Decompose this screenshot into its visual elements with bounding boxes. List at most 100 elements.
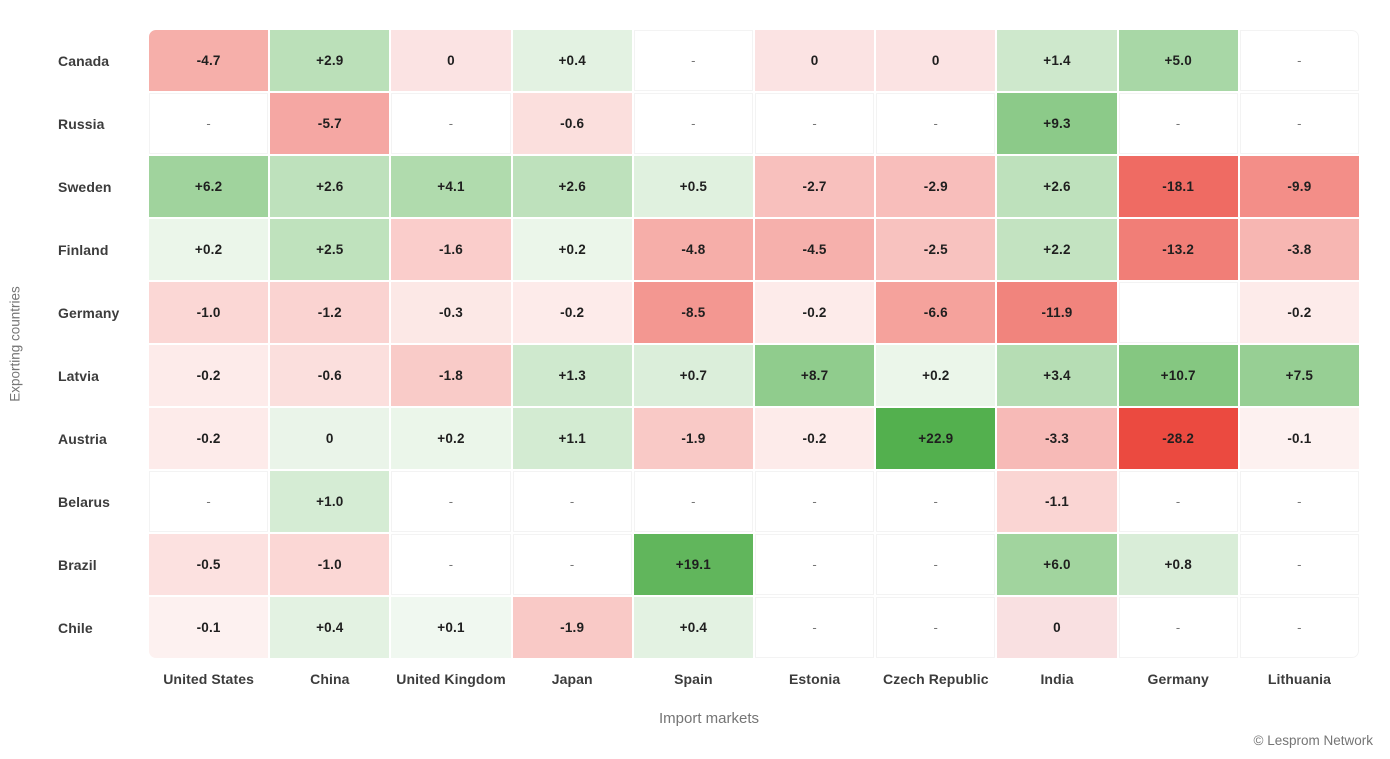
heatmap-cell[interactable]: -8.5 bbox=[632, 281, 754, 344]
heatmap-cell[interactable]: - bbox=[511, 533, 633, 596]
heatmap-cell[interactable]: -1.2 bbox=[269, 281, 391, 344]
heatmap-cell[interactable]: - bbox=[1238, 596, 1360, 659]
heatmap-cell[interactable]: +0.2 bbox=[875, 344, 997, 407]
heatmap-cell[interactable]: -1.6 bbox=[390, 218, 512, 281]
heatmap-cell[interactable]: -1.0 bbox=[269, 533, 391, 596]
heatmap-cell[interactable]: -5.7 bbox=[269, 92, 391, 155]
heatmap-cell[interactable]: +0.2 bbox=[148, 218, 270, 281]
heatmap-cell[interactable]: - bbox=[753, 596, 876, 659]
heatmap-cell[interactable]: +0.7 bbox=[632, 344, 754, 407]
heatmap-cell[interactable]: -3.3 bbox=[996, 407, 1118, 470]
heatmap-cell[interactable]: 0 bbox=[875, 29, 997, 92]
heatmap-cell[interactable]: +0.4 bbox=[269, 596, 391, 659]
heatmap-cell[interactable]: 0 bbox=[753, 29, 876, 92]
heatmap-cell[interactable]: +0.1 bbox=[390, 596, 512, 659]
heatmap-cell[interactable]: -1.9 bbox=[632, 407, 754, 470]
heatmap-cell[interactable]: +2.9 bbox=[269, 29, 391, 92]
heatmap-cell[interactable]: - bbox=[875, 92, 997, 155]
heatmap-cell[interactable]: - bbox=[753, 533, 876, 596]
heatmap-cell[interactable] bbox=[1117, 281, 1239, 344]
heatmap-cell[interactable]: - bbox=[1238, 533, 1360, 596]
heatmap-cell[interactable]: -18.1 bbox=[1117, 155, 1239, 218]
heatmap-cell[interactable]: - bbox=[632, 470, 754, 533]
heatmap-cell[interactable]: - bbox=[1238, 470, 1360, 533]
heatmap-cell[interactable]: - bbox=[1238, 29, 1360, 92]
heatmap-cell[interactable]: +0.5 bbox=[632, 155, 754, 218]
heatmap-cell[interactable]: +0.2 bbox=[511, 218, 633, 281]
heatmap-cell[interactable]: -1.8 bbox=[390, 344, 512, 407]
heatmap-cell[interactable]: -2.9 bbox=[875, 155, 997, 218]
heatmap-cell[interactable]: -0.5 bbox=[148, 533, 270, 596]
heatmap-cell[interactable]: +8.7 bbox=[753, 344, 876, 407]
heatmap-cell[interactable]: -6.6 bbox=[875, 281, 997, 344]
heatmap-cell[interactable]: - bbox=[632, 29, 754, 92]
heatmap-cell[interactable]: - bbox=[875, 470, 997, 533]
heatmap-cell[interactable]: - bbox=[148, 92, 270, 155]
heatmap-cell[interactable]: - bbox=[511, 470, 633, 533]
heatmap-cell[interactable]: +19.1 bbox=[632, 533, 754, 596]
heatmap-cell[interactable]: - bbox=[390, 533, 512, 596]
heatmap-cell[interactable]: -9.9 bbox=[1238, 155, 1360, 218]
heatmap-cell[interactable]: +2.6 bbox=[996, 155, 1118, 218]
heatmap-cell[interactable]: - bbox=[1117, 596, 1239, 659]
heatmap-cell[interactable]: -0.2 bbox=[148, 407, 270, 470]
heatmap-cell[interactable]: +0.2 bbox=[390, 407, 512, 470]
heatmap-cell[interactable]: -11.9 bbox=[996, 281, 1118, 344]
heatmap-cell[interactable]: -28.2 bbox=[1117, 407, 1239, 470]
heatmap-cell[interactable]: +5.0 bbox=[1117, 29, 1239, 92]
heatmap-cell[interactable]: +1.3 bbox=[511, 344, 633, 407]
heatmap-cell[interactable]: - bbox=[1117, 470, 1239, 533]
heatmap-cell[interactable]: 0 bbox=[269, 407, 391, 470]
heatmap-cell[interactable]: -4.7 bbox=[148, 29, 270, 92]
heatmap-cell[interactable]: -0.1 bbox=[1238, 407, 1360, 470]
heatmap-cell[interactable]: -0.6 bbox=[269, 344, 391, 407]
heatmap-cell[interactable]: +6.2 bbox=[148, 155, 270, 218]
heatmap-cell[interactable]: 0 bbox=[390, 29, 512, 92]
heatmap-cell[interactable]: - bbox=[1238, 92, 1360, 155]
heatmap-cell[interactable]: -0.2 bbox=[753, 281, 876, 344]
heatmap-cell[interactable]: +4.1 bbox=[390, 155, 512, 218]
heatmap-cell[interactable]: - bbox=[390, 470, 512, 533]
heatmap-cell[interactable]: +2.6 bbox=[269, 155, 391, 218]
heatmap-cell[interactable]: +1.4 bbox=[996, 29, 1118, 92]
heatmap-cell[interactable]: +7.5 bbox=[1238, 344, 1360, 407]
heatmap-cell[interactable]: -1.9 bbox=[511, 596, 633, 659]
heatmap-cell[interactable]: -0.3 bbox=[390, 281, 512, 344]
heatmap-cell[interactable]: -2.5 bbox=[875, 218, 997, 281]
heatmap-cell[interactable]: +9.3 bbox=[996, 92, 1118, 155]
heatmap-cell[interactable]: -1.0 bbox=[148, 281, 270, 344]
heatmap-cell[interactable]: +0.8 bbox=[1117, 533, 1239, 596]
heatmap-cell[interactable]: -0.2 bbox=[753, 407, 876, 470]
heatmap-cell[interactable]: - bbox=[875, 596, 997, 659]
heatmap-cell[interactable]: +6.0 bbox=[996, 533, 1118, 596]
heatmap-cell[interactable]: - bbox=[753, 92, 876, 155]
heatmap-cell[interactable]: +1.1 bbox=[511, 407, 633, 470]
heatmap-cell[interactable]: -3.8 bbox=[1238, 218, 1360, 281]
heatmap-cell[interactable]: +2.2 bbox=[996, 218, 1118, 281]
heatmap-cell[interactable]: -4.8 bbox=[632, 218, 754, 281]
heatmap-cell[interactable]: +1.0 bbox=[269, 470, 391, 533]
heatmap-cell[interactable]: +10.7 bbox=[1117, 344, 1239, 407]
heatmap-cell[interactable]: - bbox=[148, 470, 270, 533]
heatmap-cell[interactable]: -0.1 bbox=[148, 596, 270, 659]
heatmap-cell[interactable]: +0.4 bbox=[632, 596, 754, 659]
heatmap-cell[interactable]: -4.5 bbox=[753, 218, 876, 281]
heatmap-cell[interactable]: -0.6 bbox=[511, 92, 633, 155]
heatmap-cell[interactable]: - bbox=[632, 92, 754, 155]
heatmap-cell[interactable]: - bbox=[875, 533, 997, 596]
heatmap-cell[interactable]: +22.9 bbox=[875, 407, 997, 470]
heatmap-cell[interactable]: 0 bbox=[996, 596, 1118, 659]
heatmap-cell[interactable]: -0.2 bbox=[148, 344, 270, 407]
heatmap-cell[interactable]: - bbox=[1117, 92, 1239, 155]
heatmap-cell[interactable]: +3.4 bbox=[996, 344, 1118, 407]
heatmap-cell[interactable]: -2.7 bbox=[753, 155, 876, 218]
heatmap-cell[interactable]: -13.2 bbox=[1117, 218, 1239, 281]
heatmap-cell[interactable]: -1.1 bbox=[996, 470, 1118, 533]
heatmap-cell[interactable]: +2.5 bbox=[269, 218, 391, 281]
heatmap-cell[interactable]: +0.4 bbox=[511, 29, 633, 92]
heatmap-cell[interactable]: - bbox=[390, 92, 512, 155]
heatmap-cell[interactable]: - bbox=[753, 470, 876, 533]
heatmap-cell[interactable]: -0.2 bbox=[1238, 281, 1360, 344]
heatmap-cell[interactable]: -0.2 bbox=[511, 281, 633, 344]
heatmap-cell[interactable]: +2.6 bbox=[511, 155, 633, 218]
